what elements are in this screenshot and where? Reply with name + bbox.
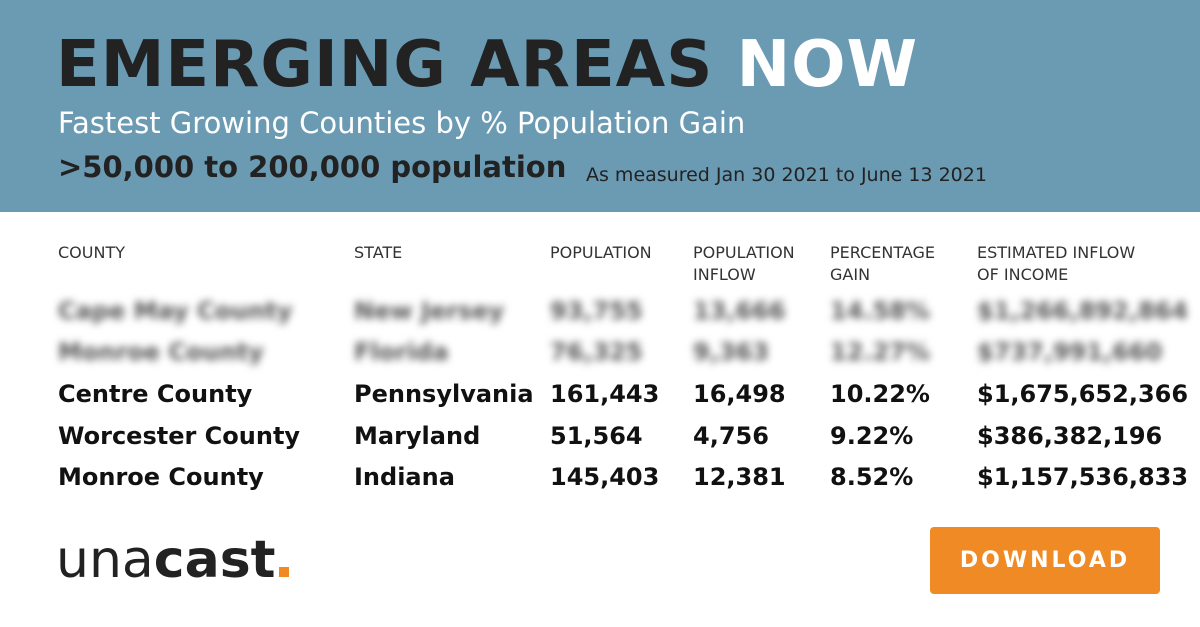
- table-cell: 161,443: [550, 380, 660, 408]
- blurred-cell: New Jersey: [354, 297, 505, 325]
- column-header: STATE: [354, 243, 403, 262]
- blurred-cell: Monroe County: [58, 338, 264, 366]
- column-header: ESTIMATED INFLOW OF INCOME: [977, 243, 1136, 284]
- blurred-cell: 13,666: [693, 297, 786, 325]
- table-cell: 9.22%: [830, 421, 914, 450]
- logo-light: una: [56, 530, 154, 590]
- table-cell: Pennsylvania: [354, 380, 534, 408]
- blurred-cell: 12.27%: [830, 338, 930, 366]
- table-cell: 51,564: [550, 421, 643, 450]
- column-header: COUNTY: [58, 243, 125, 262]
- table-cell: 12,381: [693, 463, 786, 491]
- logo-dot: [278, 567, 289, 577]
- table-cell: $1,675,652,366: [977, 380, 1189, 408]
- table-cell: $1,157,536,833: [977, 463, 1189, 491]
- period: As measured Jan 30 2021 to June 13 2021: [586, 164, 987, 186]
- blurred-cell: $737,991,660: [977, 338, 1163, 366]
- blurred-cell: 9,363: [693, 338, 769, 366]
- title-dark: EMERGING AREAS: [56, 28, 714, 102]
- table-cell: $386,382,196: [977, 421, 1163, 450]
- subtitle: Fastest Growing Counties by % Population…: [58, 106, 746, 140]
- blurred-cell: 76,325: [550, 338, 643, 366]
- title-light: NOW: [736, 28, 919, 102]
- table-cell: Indiana: [354, 463, 455, 491]
- table-cell: Maryland: [354, 421, 481, 450]
- blurred-cell: Florida: [354, 338, 449, 366]
- table-cell: Monroe County: [58, 463, 264, 491]
- title: EMERGING AREAS NOW: [56, 28, 918, 102]
- logo: unacast: [56, 530, 289, 590]
- blurred-cell: Cape May County: [58, 297, 293, 325]
- range: >50,000 to 200,000 population: [58, 150, 567, 184]
- table-cell: 16,498: [693, 380, 786, 408]
- column-header: POPULATION: [550, 243, 652, 262]
- table-cell: 8.52%: [830, 463, 914, 491]
- header-band: [0, 0, 1200, 212]
- column-header: POPULATION INFLOW: [693, 243, 795, 284]
- table-cell: Centre County: [58, 380, 253, 408]
- logo-bold: cast: [153, 530, 276, 590]
- table-cell: Worcester County: [58, 421, 301, 450]
- table-cell: 10.22%: [830, 380, 930, 408]
- table-cell: 145,403: [550, 463, 660, 491]
- table-cell: 4,756: [693, 421, 769, 450]
- blurred-cell: 14.58%: [830, 297, 930, 325]
- blurred-cell: 93,755: [550, 297, 643, 325]
- blurred-cell: $1,266,892,864: [977, 297, 1189, 325]
- download-button[interactable]: DOWNLOAD: [930, 527, 1160, 594]
- column-header: PERCENTAGE GAIN: [830, 243, 936, 284]
